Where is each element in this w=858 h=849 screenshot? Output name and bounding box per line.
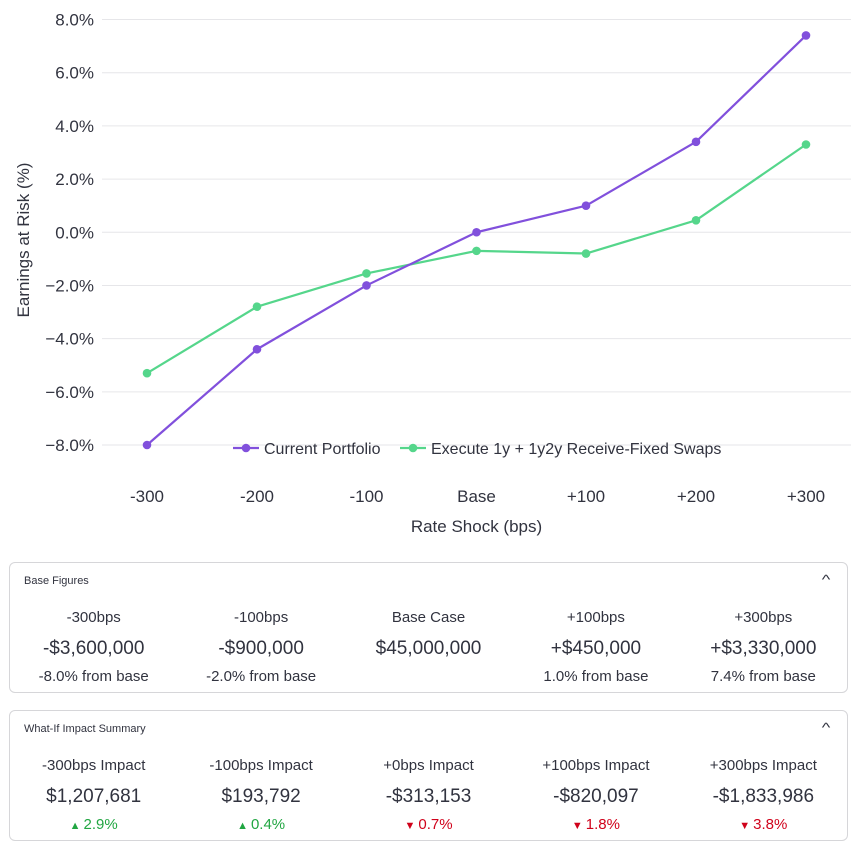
metric-label: -300bps Impact [42, 757, 146, 774]
metric-note: -8.0% from base [38, 668, 149, 685]
metric-delta: ▼ 3.8% [680, 814, 847, 836]
metric-value: +$450,000 [550, 638, 642, 659]
data-point [362, 269, 371, 278]
data-point [142, 368, 152, 378]
x-axis-title: Rate Shock (bps) [411, 517, 542, 536]
base-metric: Base Case $45,000,000 [345, 607, 512, 688]
metric-delta: ▼ 1.8% [512, 814, 679, 836]
triangle-down-icon: ▼ [571, 820, 583, 832]
data-point [691, 137, 701, 147]
data-point [581, 249, 591, 258]
impact-metric: -100bps Impact $193,792 ▲ 0.4% [177, 755, 344, 836]
base-metric: -300bps -$3,600,000 -8.0% from base [10, 607, 177, 688]
metric-note [345, 666, 512, 688]
metric-value: -$3,600,000 [42, 638, 145, 659]
legend-label: Execute 1y + 1y2y Receive-Fixed Swaps [431, 441, 721, 458]
metric-label: +300bps [734, 609, 793, 626]
metric-value: $45,000,000 [375, 638, 482, 659]
base-metric: +100bps +$450,000 1.0% from base [512, 607, 679, 688]
delta-value: 0.7% [418, 816, 453, 833]
legend-marker [241, 443, 251, 453]
metric-label: -100bps [234, 609, 289, 626]
legend-marker [408, 443, 418, 453]
y-tick-label: −4.0% [45, 330, 94, 349]
data-point [362, 281, 371, 290]
triangle-up-icon: ▲ [69, 820, 81, 832]
triangle-up-icon: ▲ [237, 820, 248, 832]
x-tick-label: +200 [677, 487, 715, 506]
metric-label: +100bps Impact [542, 757, 650, 774]
base-metric: +300bps +$3,330,000 7.4% from base [680, 607, 847, 688]
data-point [801, 31, 811, 40]
y-tick-label: −8.0% [45, 436, 94, 455]
base-figures-panel: Base Figures ^ -300bps -$3,600,000 -8.0%… [9, 562, 848, 693]
y-tick-label: 2.0% [55, 170, 94, 189]
base-metric: -100bps -$900,000 -2.0% from base [177, 607, 344, 688]
impact-metric: +0bps Impact -$313,153 ▼ 0.7% [345, 755, 512, 836]
y-axis-title: Earnings at Risk (%) [14, 163, 33, 318]
impact-metrics: -300bps Impact $1,207,681 ▲ 2.9% -100bps … [10, 755, 847, 836]
triangle-down-icon: ▼ [739, 820, 751, 832]
base-figures-metrics: -300bps -$3,600,000 -8.0% from base -100… [10, 607, 847, 688]
earnings-at-risk-chart: 8.0% 6.0% 4.0% 2.0% 0.0% −2.0% −4.0% −6.0% −8.0%… [14, 11, 851, 536]
data-point [691, 215, 701, 225]
y-tick-label: −6.0% [45, 383, 94, 402]
metric-label: -100bps Impact [209, 757, 313, 774]
legend-label: Current Portfolio [264, 441, 381, 458]
x-tick-label: -100 [349, 487, 383, 506]
legend-item: Current Portfolio [233, 441, 381, 458]
x-tick-label: +100 [567, 487, 605, 506]
data-point [801, 140, 811, 149]
chevron-up-icon[interactable]: ^ [821, 572, 831, 587]
impact-summary-panel: What-If Impact Summary ^ -300bps Impact … [9, 710, 848, 841]
impact-metric: +300bps Impact -$1,833,986 ▼ 3.8% [680, 755, 847, 836]
data-point [142, 440, 152, 450]
data-point [581, 201, 591, 210]
metric-label: Base Case [391, 609, 466, 626]
y-tick-label: 8.0% [55, 11, 94, 30]
metric-delta: ▼ 0.7% [345, 814, 512, 836]
y-tick-label: −2.0% [45, 276, 94, 295]
delta-value: 2.9% [83, 816, 118, 833]
chevron-up-icon[interactable]: ^ [821, 720, 831, 735]
metric-value: -$1,833,986 [712, 786, 815, 807]
impact-summary-title: What-If Impact Summary [24, 723, 146, 735]
impact-metric: +100bps Impact -$820,097 ▼ 1.8% [512, 755, 679, 836]
metric-delta: ▲ 2.9% [10, 814, 177, 836]
impact-metric: -300bps Impact $1,207,681 ▲ 2.9% [10, 755, 177, 836]
metric-value: $1,207,681 [46, 786, 142, 807]
metric-value: +$3,330,000 [710, 638, 817, 659]
legend-item: Execute 1y + 1y2y Receive-Fixed Swaps [400, 441, 721, 458]
metric-value: -$820,097 [553, 786, 639, 807]
x-tick-label: -300 [130, 487, 164, 506]
data-point [252, 344, 262, 354]
metric-label: +0bps Impact [383, 757, 474, 774]
metric-value: -$313,153 [385, 786, 472, 807]
x-tick-label: +300 [787, 487, 825, 506]
metric-note: -2.0% from base [206, 668, 317, 685]
delta-value: 1.8% [585, 816, 620, 833]
base-figures-title: Base Figures [24, 575, 89, 587]
y-tick-label: 6.0% [55, 64, 94, 83]
data-point [252, 302, 262, 312]
metric-value: $193,792 [221, 786, 301, 807]
data-point [472, 246, 481, 256]
y-tick-label: 4.0% [55, 117, 94, 136]
delta-value: 3.8% [753, 816, 788, 833]
metric-label: +100bps [566, 609, 625, 626]
metric-label: -300bps [66, 609, 121, 626]
metric-value: -$900,000 [218, 638, 304, 659]
delta-value: 0.4% [250, 816, 286, 833]
metric-note: 1.0% from base [543, 668, 649, 685]
series-line [146, 34, 807, 446]
metric-label: +300bps Impact [709, 757, 817, 774]
triangle-down-icon: ▼ [404, 820, 416, 832]
x-tick-label: Base [457, 487, 496, 506]
data-point [472, 227, 481, 237]
metric-delta: ▲ 0.4% [177, 814, 344, 836]
metric-note: 7.4% from base [710, 668, 816, 685]
x-tick-label: -200 [240, 487, 274, 506]
y-tick-label: 0.0% [55, 223, 94, 242]
